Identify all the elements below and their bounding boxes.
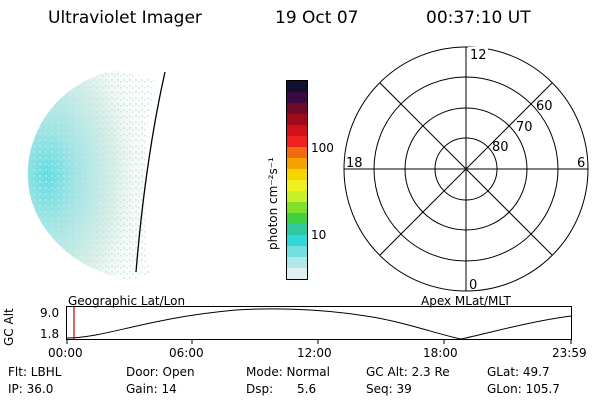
timeline-x-tick-2: 12:00 xyxy=(297,346,332,360)
date-label: 19 Oct 07 xyxy=(275,8,359,28)
status-glat: GLat: 49.7 xyxy=(487,365,550,379)
lat-label-60: 60 xyxy=(536,99,553,114)
timeline-x-tick-1: 06:00 xyxy=(169,346,204,360)
status-gc-alt: GC Alt: 2.3 Re xyxy=(366,365,450,379)
colorbar-swatch xyxy=(287,213,307,224)
mlt-label-12: 12 xyxy=(470,48,487,63)
status-dsp-value: 5.6 xyxy=(297,382,317,396)
colorbar-swatch xyxy=(287,202,307,213)
colorbar-swatch xyxy=(287,136,307,147)
colorbar-tick-100: 100 xyxy=(311,141,334,155)
colorbar-swatch xyxy=(287,81,307,92)
altitude-curve xyxy=(66,308,572,340)
colorbar-unit-label: photon cm⁻²s⁻¹ xyxy=(266,157,280,250)
colorbar-swatch xyxy=(287,92,307,103)
time-label: 00:37:10 UT xyxy=(426,8,531,28)
colorbar-swatch xyxy=(287,224,307,235)
colorbar-swatch xyxy=(287,103,307,114)
terminator-line xyxy=(135,71,166,273)
timeline-x-tick-4: 23:59 xyxy=(552,346,587,360)
instrument-title: Ultraviolet Imager xyxy=(48,8,202,28)
timeline-x-tick-3: 18:00 xyxy=(423,346,458,360)
colorbar-swatch xyxy=(287,147,307,158)
timeline-right-title: Apex MLat/MLT xyxy=(421,294,511,308)
colorbar-swatch xyxy=(287,180,307,191)
colorbar-tick-10: 10 xyxy=(311,228,327,242)
status-flt: Flt: LBHL xyxy=(8,365,62,379)
status-glon: GLon: 105.7 xyxy=(487,382,560,396)
polar-plot: 12 18 6 0 60 70 80 xyxy=(343,46,589,293)
timeline-left-title: Geographic Lat/Lon xyxy=(68,294,186,308)
status-seq: Seq: 39 xyxy=(366,382,412,396)
status-dsp-label: Dsp: xyxy=(246,382,274,396)
uv-earth-image xyxy=(27,70,166,280)
status-ip: IP: 36.0 xyxy=(8,382,54,396)
colorbar-swatch xyxy=(287,125,307,136)
colorbar-swatch xyxy=(287,268,307,279)
status-mode: Mode: Normal xyxy=(246,365,330,379)
timeline-y-label: GC Alt xyxy=(2,308,16,346)
lat-label-70: 70 xyxy=(516,120,533,135)
timeline-x-tick-0: 00:00 xyxy=(48,346,83,360)
colorbar xyxy=(286,80,308,280)
colorbar-swatch xyxy=(287,169,307,180)
colorbar-swatch xyxy=(287,114,307,125)
colorbar-swatch xyxy=(287,191,307,202)
status-door: Door: Open xyxy=(126,365,195,379)
lat-label-80: 80 xyxy=(492,140,509,155)
mlt-label-0: 0 xyxy=(469,278,477,293)
polar-diagonal-2 xyxy=(379,82,553,256)
mlt-label-18: 18 xyxy=(346,156,363,171)
status-gain: Gain: 14 xyxy=(126,382,177,396)
colorbar-swatch xyxy=(287,246,307,257)
colorbar-swatch xyxy=(287,158,307,169)
timeline-y-tick-low: 1.8 xyxy=(40,327,60,341)
colorbar-swatch xyxy=(287,235,307,246)
timeline-y-tick-high: 9.0 xyxy=(40,306,60,320)
mlt-label-6: 6 xyxy=(577,156,585,171)
timeline-plot xyxy=(66,306,572,344)
colorbar-swatch xyxy=(287,257,307,268)
